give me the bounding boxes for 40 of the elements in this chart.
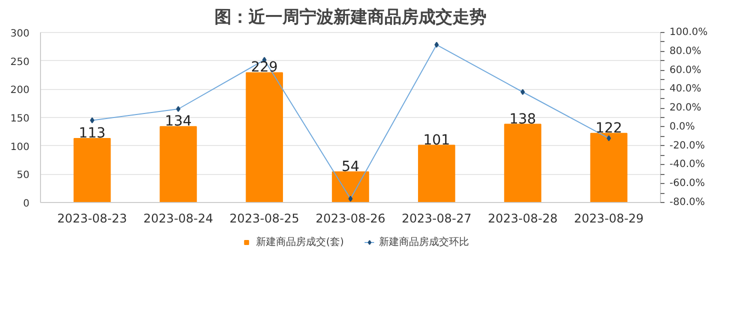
y2-tick-label: -60.0%: [670, 178, 705, 190]
legend-label: 新建商品房成交环比: [378, 236, 469, 249]
y-tick-label: 100: [10, 142, 30, 153]
bar: [504, 124, 542, 202]
y-tick-label: 0: [23, 198, 30, 210]
data-label: 138: [509, 111, 536, 128]
bar: [332, 171, 370, 202]
data-label: 113: [78, 125, 106, 142]
data-label: 122: [595, 120, 622, 136]
bar: [590, 132, 628, 202]
bar: [418, 144, 456, 202]
y-tick-label: 200: [10, 85, 30, 96]
y2-tick-label: 40.0%: [670, 84, 702, 95]
data-label: 101: [423, 132, 450, 148]
x-tick-label: 2023-08-23: [57, 212, 128, 226]
y-tick-label: 250: [10, 56, 30, 68]
data-label: 54: [342, 158, 360, 175]
y2-tick-label: 100.0%: [670, 27, 708, 38]
y-tick-label: 50: [16, 170, 30, 182]
x-tick-label: 2023-08-28: [488, 212, 558, 226]
y2-tick-label: 60.0%: [670, 64, 702, 76]
y2-tick-label: 0.0%: [670, 121, 695, 132]
legend-label: 新建商品房成交(套): [256, 236, 344, 249]
x-tick-label: 2023-08-25: [230, 212, 300, 226]
y2-tick-label: -80.0%: [670, 197, 705, 208]
x-tick-label: 2023-08-27: [402, 212, 472, 226]
y2-tick-label: 20.0%: [670, 102, 702, 114]
y2-tick-label: 80.0%: [670, 46, 702, 57]
chart-title: 图：近一周宁波新建商品房成交走势: [214, 8, 486, 28]
x-tick-label: 2023-08-24: [143, 212, 214, 226]
y-tick-label: 150: [10, 114, 30, 124]
y-tick-label: 300: [10, 28, 30, 40]
y2-tick-label: -20.0%: [670, 140, 705, 152]
bar: [246, 72, 283, 202]
bar: [160, 126, 197, 202]
data-label: 134: [164, 114, 192, 130]
y2-tick-label: -40.0%: [670, 159, 705, 170]
x-tick-label: 2023-08-29: [574, 212, 644, 226]
x-tick-label: 2023-08-26: [316, 212, 386, 226]
bar: [74, 138, 111, 202]
